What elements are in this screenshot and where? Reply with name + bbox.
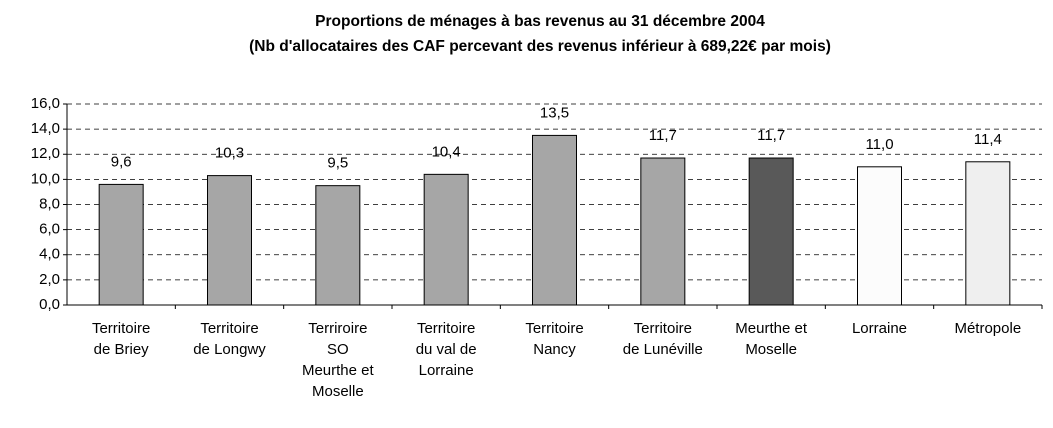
value-label: 10,3: [215, 145, 244, 162]
y-tick-label: 0,0: [39, 296, 60, 313]
y-tick-label: 6,0: [39, 221, 60, 238]
value-label: 11,7: [757, 127, 785, 144]
bar: [748, 157, 794, 306]
bar: [98, 183, 144, 306]
y-tick-label: 14,0: [31, 120, 60, 137]
x-tick-label: Territoire de Longwy: [193, 320, 266, 358]
bar: [315, 185, 361, 306]
x-tick-label: Territoire Nancy: [525, 320, 584, 358]
x-tick-label: Territoire de Briey: [91, 320, 151, 358]
y-tick-label: 12,0: [31, 145, 60, 162]
bar: [640, 157, 686, 306]
bar: [532, 134, 577, 306]
y-tick-label: 10,0: [31, 170, 60, 187]
y-tick-label: 4,0: [39, 246, 60, 263]
value-label: 11,0: [865, 136, 893, 153]
value-label: 9,6: [111, 153, 132, 170]
bar: [423, 173, 469, 306]
y-tick-label: 16,0: [31, 95, 60, 112]
bar: [965, 161, 1011, 306]
value-label: 13,5: [540, 104, 569, 121]
y-tick-label: 2,0: [39, 271, 60, 288]
bar: [207, 175, 252, 306]
value-label: 10,4: [432, 143, 461, 160]
bar: [857, 166, 902, 306]
x-tick-label: Territoire de Lunéville: [622, 320, 703, 358]
value-label: 11,7: [649, 127, 677, 144]
x-tick-label: Terriroire SO Meurthe et Moselle: [301, 320, 374, 400]
x-tick-label: Métropole: [954, 320, 1022, 337]
chart-title: Proportions de ménages à bas revenus au …: [315, 13, 765, 30]
chart-subtitle: (Nb d'allocataires des CAF percevant des…: [249, 38, 831, 55]
y-tick-label: 8,0: [39, 195, 60, 212]
value-label: 11,4: [974, 131, 1002, 148]
x-tick-label: Meurthe et Moselle: [735, 320, 808, 358]
x-tick-label: Lorraine: [851, 320, 908, 337]
value-label: 9,5: [327, 155, 348, 172]
x-tick-label: Territoire du val de Lorraine: [415, 320, 477, 379]
